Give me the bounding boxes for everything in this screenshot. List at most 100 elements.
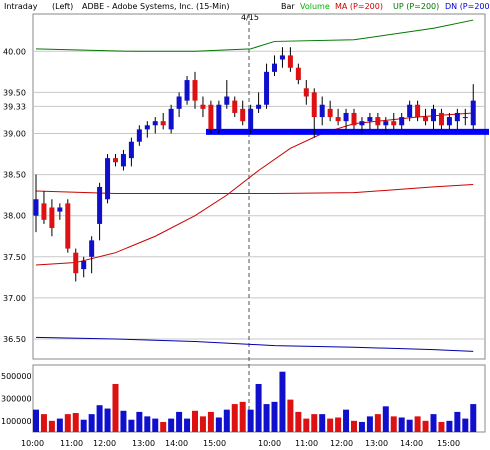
candle-body [168, 108, 174, 130]
volume-bar [390, 416, 397, 432]
candle [97, 182, 103, 241]
volume-tick-label: 100000 [1, 417, 32, 426]
candle [454, 108, 460, 130]
volume-bar [319, 414, 326, 432]
candle [303, 80, 309, 105]
volume-bar [382, 406, 389, 432]
axis-side-label: (Left) [52, 2, 73, 11]
candle [57, 203, 63, 220]
legend-item: Bar [281, 2, 295, 11]
candle [113, 154, 118, 167]
time-tick-label: 12:00 [330, 439, 353, 448]
candle-body [105, 158, 111, 200]
candle [65, 199, 71, 253]
volume-bar [366, 416, 373, 432]
volume-bar [40, 414, 47, 432]
candle-body [256, 104, 262, 109]
candle [200, 96, 206, 118]
candle-body [144, 125, 150, 130]
ma-line [35, 112, 474, 266]
candle [367, 112, 373, 130]
candle-body [335, 117, 341, 122]
candle-body [438, 112, 444, 126]
volume-bar [72, 413, 79, 432]
volume-bar [184, 418, 191, 432]
candle-body [407, 104, 413, 118]
candle-body [136, 129, 142, 142]
time-tick-label: 10:00 [258, 439, 281, 448]
legend-item: Volume [300, 2, 330, 11]
candle [462, 108, 468, 126]
volume-bar [343, 409, 350, 432]
time-tick-label: 10:00 [21, 439, 44, 448]
candle-body [49, 207, 55, 229]
candle [41, 191, 47, 224]
candle-body [120, 154, 126, 167]
volume-bar [104, 408, 111, 432]
volume-bar [398, 417, 405, 432]
volume-bar [207, 411, 214, 432]
candle [256, 92, 262, 113]
time-tick-label: 11:00 [295, 439, 318, 448]
candle-body [470, 100, 476, 126]
candle-body [65, 203, 71, 249]
candle [319, 96, 325, 126]
candle-body [97, 186, 103, 224]
candle-body [208, 104, 214, 130]
volume-bar [168, 418, 175, 432]
legend-item: UP (P=200) [393, 2, 439, 11]
candle [128, 137, 134, 167]
volume-tick-label: 500000 [1, 372, 32, 381]
candle-body [128, 141, 134, 159]
volume-bar [223, 409, 230, 432]
candle-body [152, 121, 158, 126]
candle [232, 96, 238, 118]
candle-body [33, 199, 39, 216]
candle [120, 149, 126, 171]
price-tick-label: 38.50 [3, 171, 26, 180]
candle [407, 100, 413, 122]
candle [160, 112, 166, 130]
volume-bar [406, 419, 413, 432]
volume-bar [144, 416, 151, 432]
candle-body [81, 260, 87, 270]
candle-body [343, 112, 349, 122]
candle [73, 248, 79, 282]
candlesticks [33, 47, 476, 282]
candle-body [319, 104, 325, 118]
candle-body [41, 203, 47, 220]
volume-bar [470, 404, 477, 432]
candle-body [216, 104, 222, 130]
candle-body [232, 100, 238, 113]
candle-body [383, 121, 389, 126]
candle-body [57, 207, 63, 212]
candle [351, 108, 357, 130]
candle-body [351, 112, 357, 126]
candle-body [367, 117, 373, 122]
candle [208, 100, 214, 134]
candle-body [311, 92, 317, 118]
volume-bar [152, 418, 159, 432]
volume-bar [88, 414, 95, 432]
candle [295, 63, 301, 85]
candle [248, 104, 254, 134]
volume-bar [33, 409, 39, 432]
candle-body [272, 63, 277, 72]
candle-body [415, 104, 421, 118]
candle-body [295, 67, 301, 81]
candle [33, 174, 39, 233]
support-band [206, 128, 489, 135]
candle-body [248, 108, 254, 130]
candle [415, 100, 421, 122]
candle-body [224, 96, 230, 105]
legend: Bar Volume MA (P=200) UP (P=200) DN (P=200) [281, 2, 490, 11]
volume-tick-label: 300000 [1, 395, 32, 404]
volume-bar [120, 410, 127, 432]
volume-bar [303, 418, 310, 432]
candle-body [454, 112, 460, 122]
candle-body [73, 252, 79, 274]
volume-bar [247, 409, 254, 432]
volume-bar [414, 416, 421, 432]
candle-body [89, 240, 95, 257]
time-tick-label: 14:00 [400, 439, 423, 448]
